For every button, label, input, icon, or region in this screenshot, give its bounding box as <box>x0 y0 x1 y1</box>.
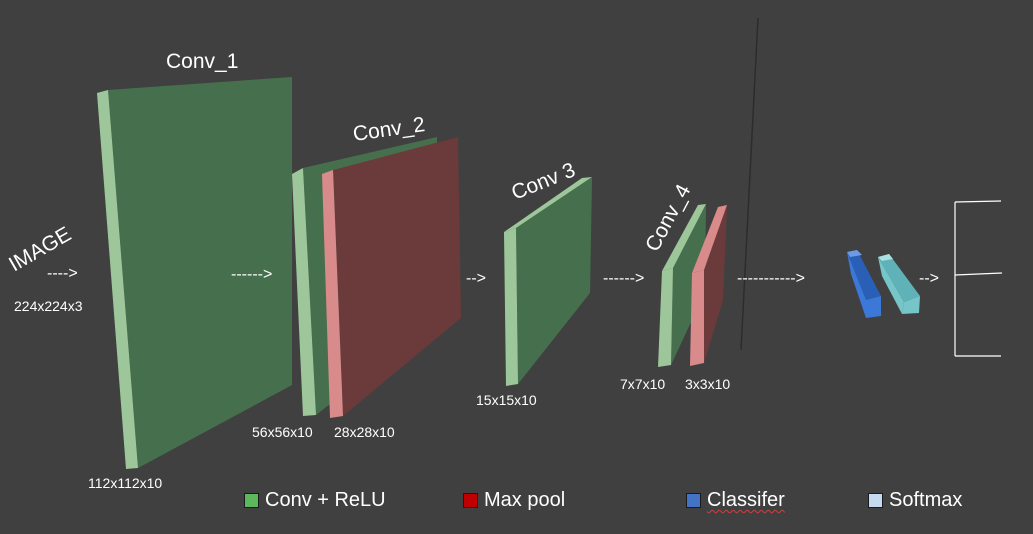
classifier-block <box>847 250 881 318</box>
legend-classifier-swatch <box>686 493 701 508</box>
arrow-4: ------> <box>603 270 644 287</box>
arrow-3: --> <box>466 270 486 287</box>
conv3-edge <box>504 228 518 386</box>
legend-conv-relu: Conv + ReLU <box>244 489 386 512</box>
legend-softmax-swatch <box>868 493 883 508</box>
conv1-size: 112x112x10 <box>88 475 162 491</box>
legend-classifier: Classifer <box>686 489 785 512</box>
arrow-5: -----------> <box>737 270 805 287</box>
output-bracket <box>955 201 1002 356</box>
conv1-title: Conv_1 <box>166 50 238 73</box>
output-line-top <box>955 201 1001 202</box>
legend-max-pool-swatch <box>463 493 478 508</box>
conv2-pool-face <box>333 137 461 416</box>
legend-softmax: Softmax <box>868 489 962 512</box>
divider-line <box>741 18 758 350</box>
legend-softmax-label: Softmax <box>889 489 962 512</box>
legend-conv-relu-label: Conv + ReLU <box>265 489 386 512</box>
legend-max-pool: Max pool <box>463 489 565 512</box>
conv2-conv-size: 56x56x10 <box>252 424 313 440</box>
conv4-pool-edge <box>690 270 704 366</box>
arrow-6: --> <box>919 270 939 287</box>
conv3-block <box>504 177 592 386</box>
arrow-1: ----> <box>47 265 78 282</box>
softmax-block <box>878 254 920 314</box>
output-line-middle <box>955 273 1002 275</box>
conv3-size: 15x15x10 <box>476 392 537 408</box>
arrow-2: ------> <box>231 266 272 283</box>
conv4-pool-size: 3x3x10 <box>685 376 730 392</box>
conv2-title: Conv_2 <box>351 113 426 146</box>
legend-conv-relu-swatch <box>244 493 259 508</box>
conv4-conv-edge <box>658 268 673 367</box>
conv4-conv-size: 7x7x10 <box>620 376 665 392</box>
input-size: 224x224x3 <box>14 298 83 314</box>
legend-max-pool-label: Max pool <box>484 489 565 512</box>
conv2-pool-size: 28x28x10 <box>334 424 395 440</box>
conv2-block <box>292 137 461 418</box>
legend-classifier-label: Classifer <box>707 489 785 512</box>
conv3-face <box>516 177 592 384</box>
